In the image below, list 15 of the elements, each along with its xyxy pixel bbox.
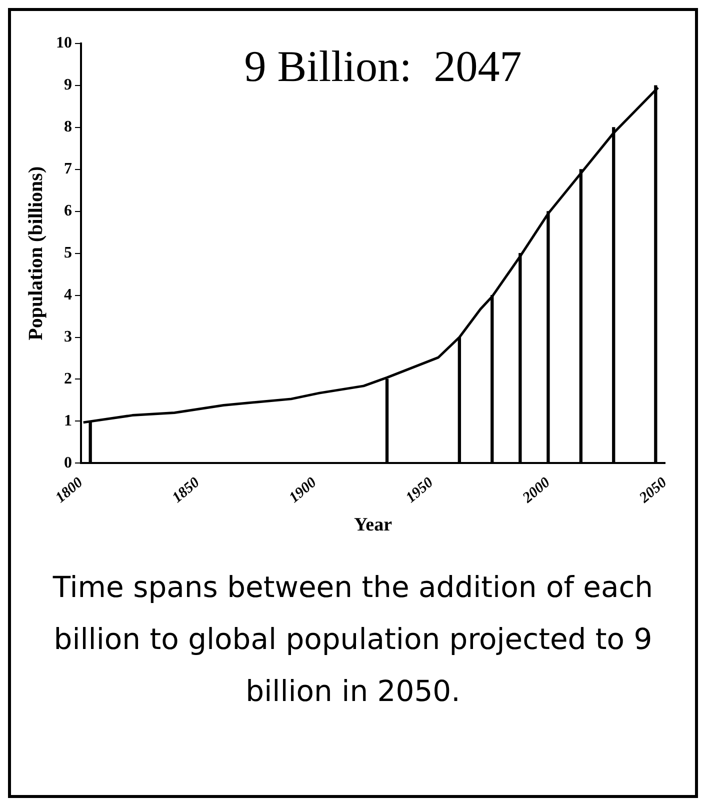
y-tick-label: 2 xyxy=(64,370,72,388)
y-tick-label: 0 xyxy=(64,454,72,472)
y-axis-title: Population (billions) xyxy=(25,166,48,340)
x-axis-title: Year xyxy=(354,514,393,536)
y-tick-label: 8 xyxy=(64,118,72,136)
y-tick-label: 7 xyxy=(64,160,72,178)
y-tick-label: 5 xyxy=(64,244,72,262)
y-tick-label: 4 xyxy=(64,286,72,304)
chart-title: 9 Billion: 2047 xyxy=(244,42,522,92)
y-tick-label: 6 xyxy=(64,202,72,220)
y-tick-label: 9 xyxy=(64,76,72,94)
y-tick-label: 1 xyxy=(64,412,72,430)
y-tick-label: 3 xyxy=(64,328,72,346)
text: Time spans between the addition of each billion to global population projected to 9 billion in 2050. xyxy=(52,569,654,710)
y-tick-label: 10 xyxy=(56,34,72,52)
